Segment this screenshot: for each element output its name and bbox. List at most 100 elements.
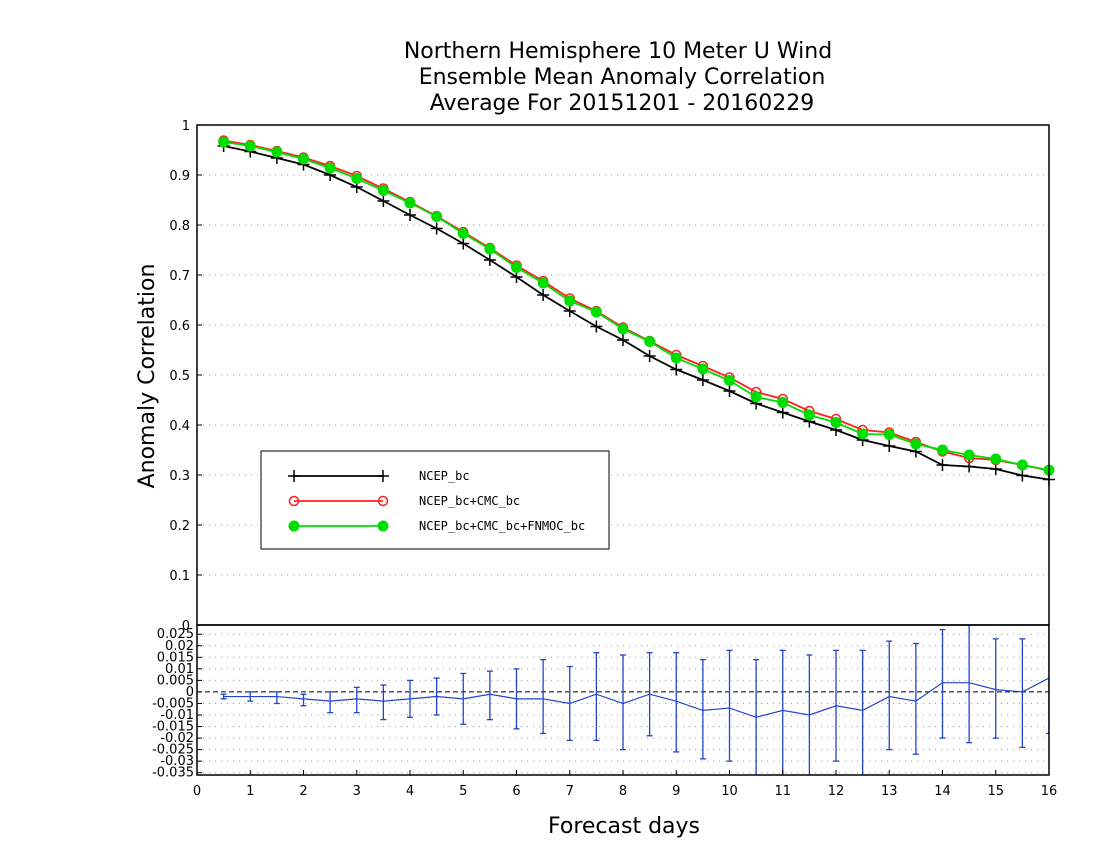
data-point bbox=[723, 385, 736, 397]
data-point bbox=[937, 444, 948, 456]
x-tick-label: 7 bbox=[566, 784, 574, 799]
x-tick-label: 5 bbox=[459, 784, 467, 799]
diff-y-tick-label: -0.035 bbox=[152, 766, 194, 781]
diff-line bbox=[223, 677, 1049, 718]
data-point bbox=[696, 374, 709, 386]
data-point bbox=[830, 417, 842, 428]
legend-box bbox=[260, 450, 610, 550]
data-point bbox=[670, 363, 683, 376]
data-point bbox=[857, 428, 869, 440]
data-point bbox=[883, 429, 895, 440]
x-tick-label: 15 bbox=[987, 784, 1004, 799]
x-tick-label: 14 bbox=[934, 784, 951, 799]
data-point bbox=[298, 153, 309, 165]
axes-layer: 00.10.20.30.40.50.60.70.80.910.0250.020.… bbox=[152, 119, 1057, 799]
y-tick-label: 0.6 bbox=[169, 319, 190, 334]
diff-y-tick-label: -0.02 bbox=[160, 731, 194, 746]
data-point bbox=[457, 228, 469, 239]
x-tick-label: 12 bbox=[828, 784, 845, 799]
data-point bbox=[724, 375, 735, 386]
data-point bbox=[936, 459, 949, 471]
data-point bbox=[670, 352, 682, 364]
diff-y-tick-label: -0.01 bbox=[160, 708, 194, 723]
data-point bbox=[377, 195, 390, 207]
x-tick-label: 6 bbox=[512, 784, 520, 799]
data-point bbox=[324, 162, 336, 174]
data-point bbox=[910, 438, 922, 450]
series-3 bbox=[218, 136, 1055, 476]
y-tick-label: 1 bbox=[182, 119, 190, 134]
series-line bbox=[223, 145, 1050, 481]
x-tick-label: 0 bbox=[193, 784, 201, 799]
y-tick-label: 0.1 bbox=[169, 569, 190, 584]
y-tick-label: 0 bbox=[182, 619, 190, 634]
legend-marker bbox=[377, 470, 389, 482]
x-tick-label: 8 bbox=[619, 784, 627, 799]
x-tick-label: 9 bbox=[672, 784, 680, 799]
y-tick-label: 0.2 bbox=[169, 519, 190, 534]
x-tick-label: 2 bbox=[299, 784, 307, 799]
x-tick-label: 1 bbox=[246, 784, 254, 799]
data-point bbox=[484, 243, 496, 255]
data-point bbox=[644, 336, 656, 347]
legend-marker bbox=[288, 495, 300, 507]
title-line-3: Average For 20151201 - 20160229 bbox=[430, 91, 815, 116]
legend-marker bbox=[377, 520, 389, 532]
data-point bbox=[244, 140, 256, 152]
legend-entry-1: NCEP_bc bbox=[288, 469, 470, 483]
y-tick-label: 0.8 bbox=[169, 219, 190, 234]
diff-y-tick-label: -0.005 bbox=[152, 696, 194, 711]
x-tick-label: 16 bbox=[1041, 784, 1058, 799]
data-point bbox=[1016, 459, 1028, 471]
x-axis-label: Forecast days bbox=[548, 814, 700, 839]
data-point bbox=[697, 363, 709, 375]
data-point bbox=[590, 306, 602, 318]
y-tick-label: 0.9 bbox=[169, 169, 190, 184]
data-point bbox=[803, 409, 815, 421]
diff-y-tick-label: -0.025 bbox=[152, 743, 194, 758]
legend-label: NCEP_bc+CMC_bc+FNMOC_bc bbox=[419, 519, 585, 533]
legend-marker bbox=[377, 495, 389, 507]
series-1 bbox=[217, 140, 1055, 486]
data-point bbox=[483, 254, 496, 266]
data-point bbox=[271, 146, 283, 158]
data-point bbox=[563, 305, 576, 317]
data-point bbox=[617, 334, 629, 346]
diff-y-tick-label: 0.01 bbox=[165, 662, 194, 677]
data-point bbox=[377, 185, 389, 196]
legend-label: NCEP_bc+CMC_bc bbox=[419, 494, 520, 508]
series-layer bbox=[217, 135, 1055, 486]
title-line-2: Ensemble Mean Anomaly Correlation bbox=[419, 65, 826, 90]
diff-series bbox=[220, 625, 1049, 775]
y-tick-label: 0.5 bbox=[169, 369, 190, 384]
x-tick-label: 10 bbox=[721, 784, 738, 799]
data-point bbox=[404, 197, 416, 209]
data-point bbox=[777, 397, 789, 408]
bottom-panel-frame bbox=[196, 624, 1050, 776]
legend: NCEP_bc NCEP_bc+CMC_bc NCEP_bc+CMC_bc+FNMO… bbox=[260, 450, 610, 550]
difference-panel bbox=[220, 625, 1049, 775]
legend-entry-2: NCEP_bc+CMC_bc bbox=[288, 494, 520, 508]
data-point bbox=[404, 209, 416, 221]
diff-y-tick-label: -0.03 bbox=[160, 754, 194, 769]
data-point bbox=[963, 449, 975, 461]
legend-marker bbox=[288, 470, 300, 482]
diff-y-tick-label: 0.025 bbox=[157, 627, 194, 642]
data-point bbox=[1016, 469, 1029, 482]
diff-y-tick-label: 0.015 bbox=[157, 650, 194, 665]
data-point bbox=[617, 323, 629, 335]
legend-entry-3: NCEP_bc+CMC_bc+FNMOC_bc bbox=[288, 519, 585, 533]
data-point bbox=[511, 262, 522, 273]
chart-title: Northern Hemisphere 10 Meter U Wind Ense… bbox=[404, 39, 832, 116]
series-2 bbox=[218, 135, 1055, 476]
x-tick-label: 13 bbox=[881, 784, 898, 799]
series-line bbox=[223, 141, 1050, 471]
data-point bbox=[883, 440, 896, 452]
x-tick-label: 4 bbox=[406, 784, 414, 799]
x-tick-label: 3 bbox=[353, 784, 361, 799]
data-point bbox=[564, 295, 576, 307]
legend-marker bbox=[288, 520, 300, 532]
data-point bbox=[776, 406, 789, 419]
diff-y-tick-label: 0.005 bbox=[157, 673, 194, 688]
